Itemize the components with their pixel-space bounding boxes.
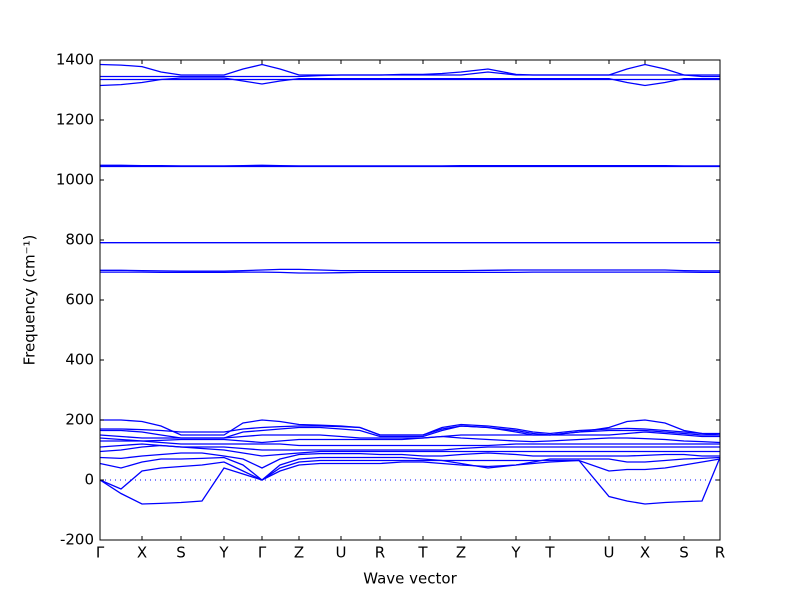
y-tick-label: 600 xyxy=(65,291,94,309)
plot-frame xyxy=(99,59,721,541)
band-line xyxy=(99,457,721,505)
band-line xyxy=(99,452,720,469)
x-tick-label: T xyxy=(417,544,428,562)
band-line xyxy=(99,444,720,457)
y-tick-label: 1200 xyxy=(56,111,94,129)
band-line xyxy=(99,63,720,76)
x-tick-label: R xyxy=(375,544,385,562)
band-line xyxy=(100,268,720,272)
x-axis-label: Wave vector xyxy=(363,570,457,588)
x-tick-label: Y xyxy=(510,544,521,562)
band-line xyxy=(100,419,721,436)
band-line xyxy=(99,435,721,444)
x-tick-label: X xyxy=(640,544,650,562)
y-tick-label: 400 xyxy=(65,351,94,369)
band-line xyxy=(99,456,721,481)
x-tick-label: R xyxy=(715,544,725,562)
x-tick-label: U xyxy=(336,544,347,562)
band-line xyxy=(100,440,720,447)
x-tick-label: Z xyxy=(456,544,466,562)
band-line xyxy=(100,71,720,78)
x-tick-label: S xyxy=(176,544,186,562)
x-tick-label: Γ xyxy=(258,544,267,562)
y-tick-label: 800 xyxy=(65,231,94,249)
x-tick-label: Z xyxy=(294,544,304,562)
x-tick-label: T xyxy=(544,544,555,562)
y-tick-label: 1400 xyxy=(56,51,94,69)
x-tick-label: X xyxy=(137,544,147,562)
band-line xyxy=(99,443,720,451)
x-tick-label: S xyxy=(679,544,689,562)
x-tick-label: Γ xyxy=(96,544,105,562)
x-tick-label: Y xyxy=(218,544,229,562)
y-axis-label: Frequency (cm⁻¹) xyxy=(21,235,39,366)
band-line xyxy=(100,425,720,439)
band-line xyxy=(99,77,720,87)
band-line xyxy=(99,458,721,490)
y-tick-label: -200 xyxy=(60,531,94,549)
x-tick-label: U xyxy=(604,544,615,562)
y-tick-label: 200 xyxy=(65,411,94,429)
band-line xyxy=(100,271,720,274)
y-tick-label: 1000 xyxy=(56,171,94,189)
y-tick-label: 0 xyxy=(84,471,94,489)
band-line xyxy=(100,164,720,167)
